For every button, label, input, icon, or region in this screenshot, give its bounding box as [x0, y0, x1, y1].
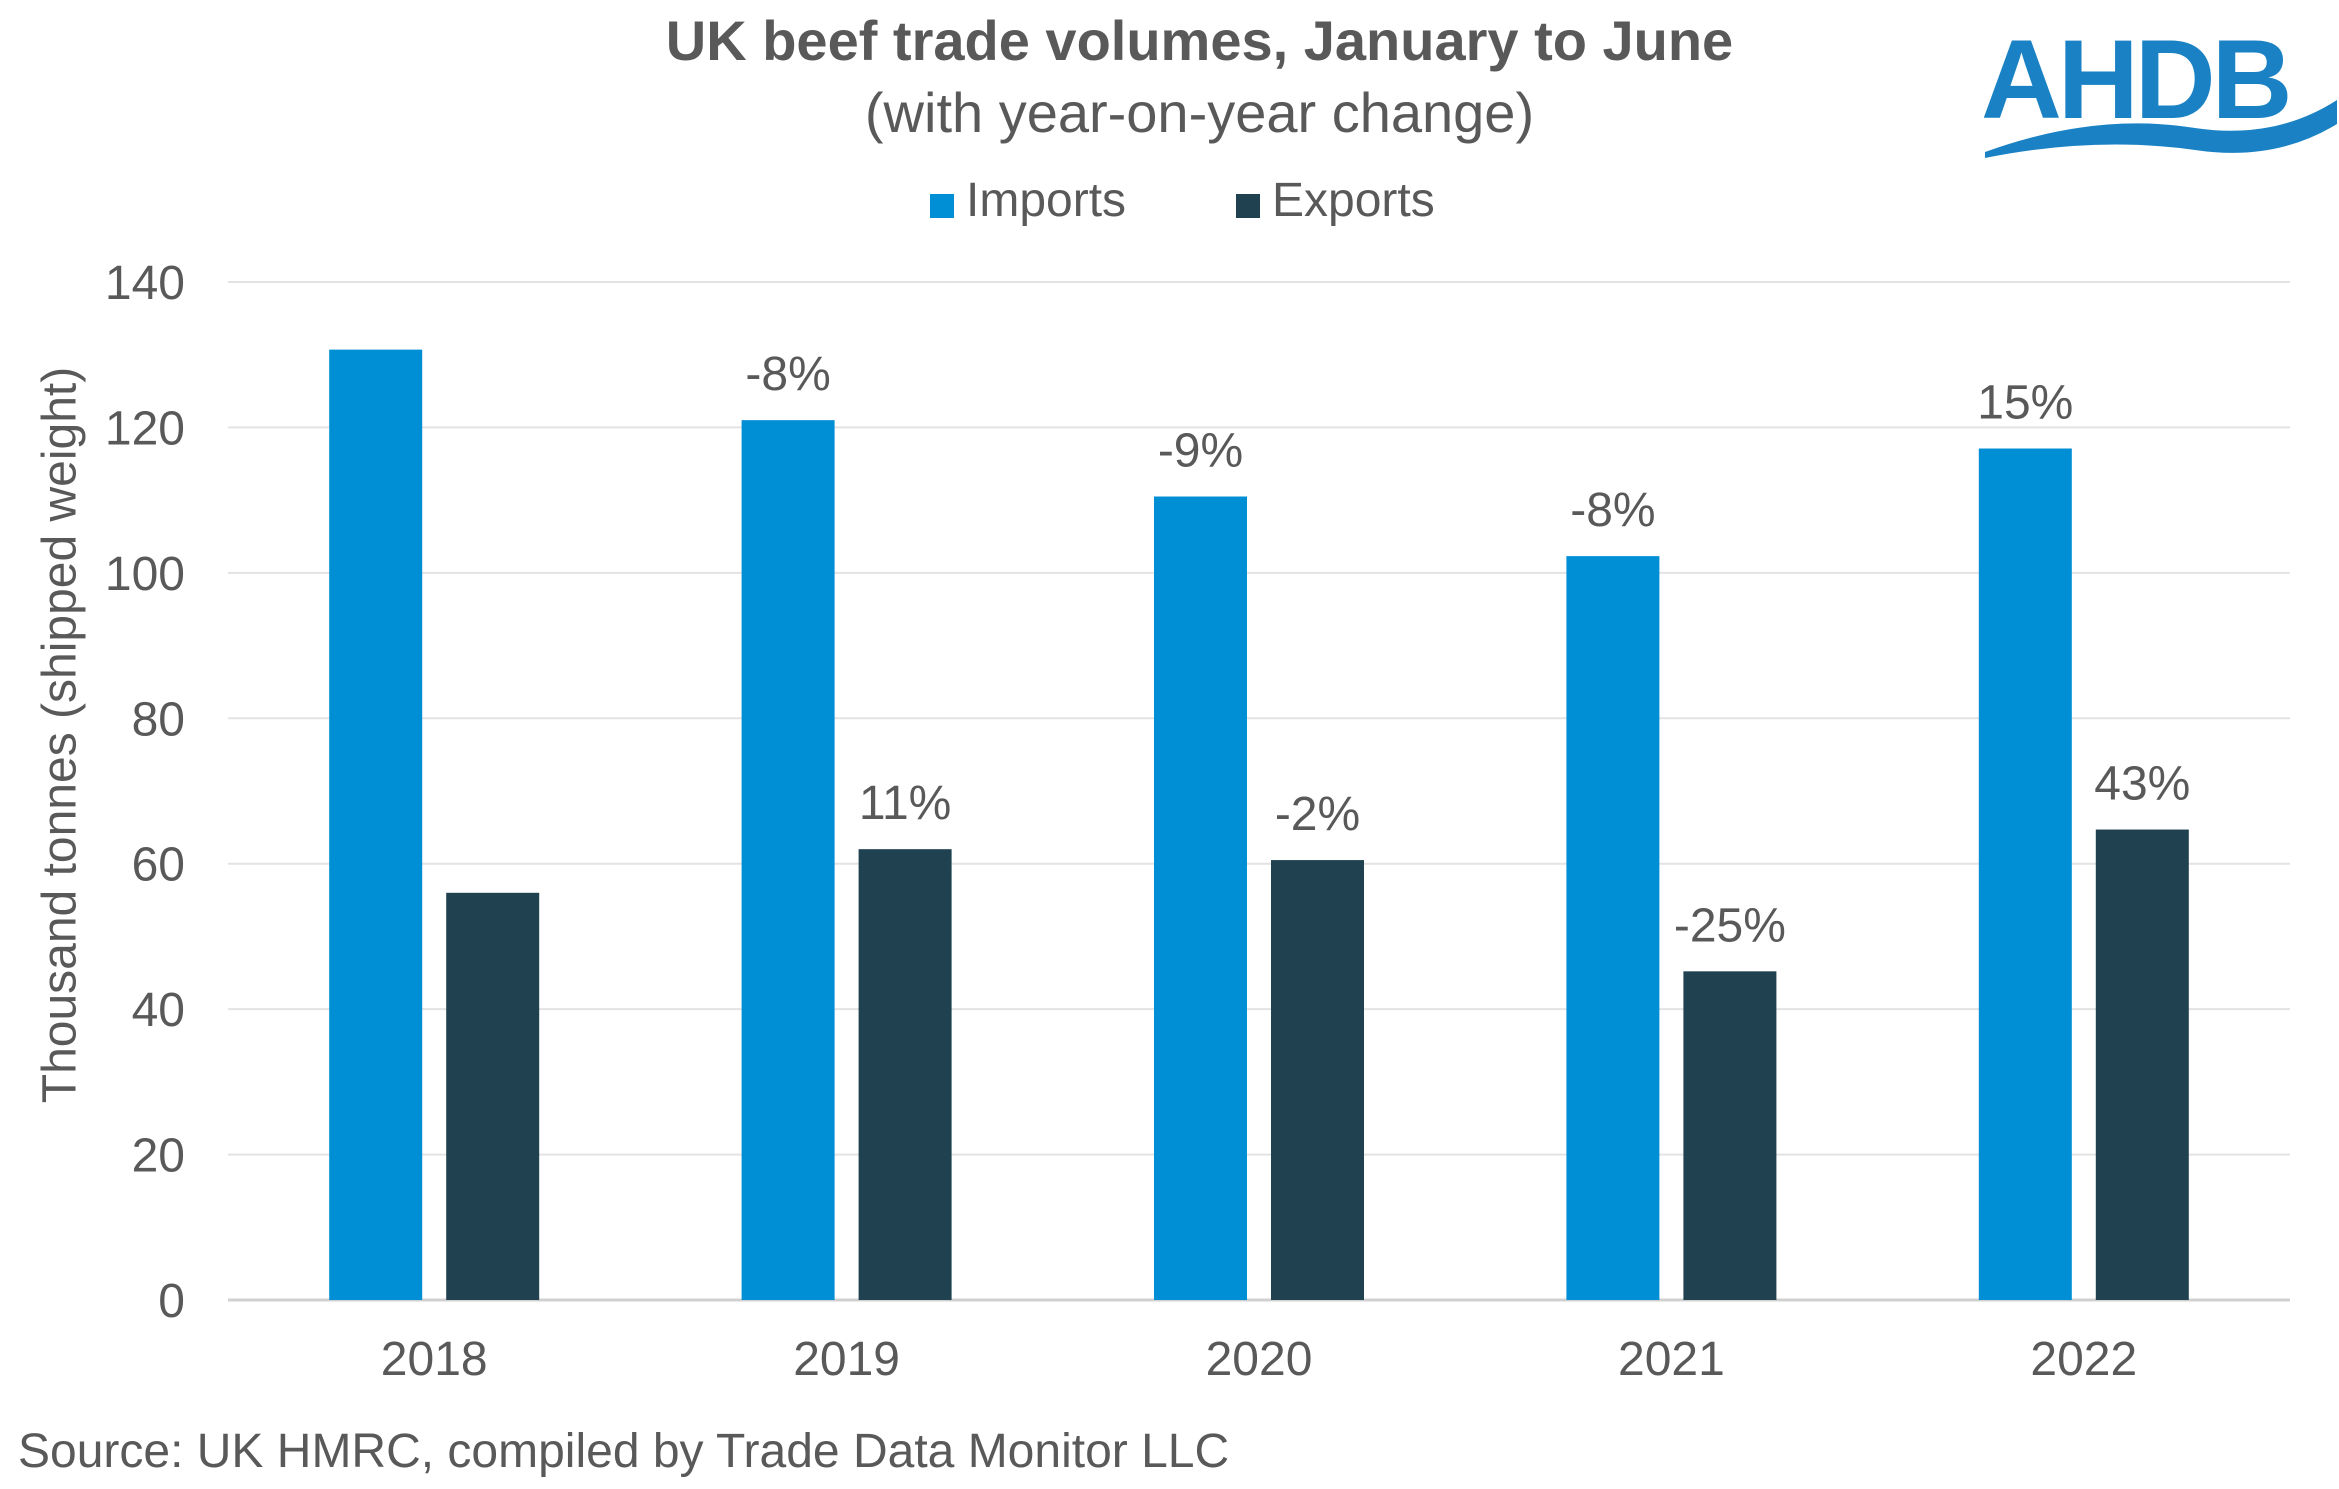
bar-exports-2018 [446, 892, 540, 1300]
x-tick-label: 2018 [381, 1333, 488, 1386]
data-label-imports-2020: -9% [1158, 425, 1243, 478]
svg-text:AHDB: AHDB [1981, 17, 2289, 142]
chart-subtitle: (with year-on-year change) [864, 81, 1535, 144]
y-tick-labels: 0 20 40 60 80 100 120 140 [105, 257, 185, 1328]
legend-label-exports: Exports [1272, 174, 1435, 227]
x-tick-label: 2022 [2030, 1333, 2137, 1386]
source-note: Source: UK HMRC, compiled by Trade Data … [18, 1425, 1230, 1478]
x-tick-label: 2019 [793, 1333, 900, 1386]
x-tick-label: 2021 [1618, 1333, 1725, 1386]
bar-labels: -8% 11% -9% -2% -8% -25% 15% 43% [745, 348, 2190, 952]
y-tick-label: 0 [158, 1275, 185, 1328]
data-label-exports-2020: -2% [1275, 788, 1360, 841]
y-tick-label: 60 [132, 839, 185, 892]
legend-label-imports: Imports [966, 174, 1126, 227]
chart-title: UK beef trade volumes, January to June [665, 9, 1734, 72]
data-label-exports-2022: 43% [2094, 758, 2190, 811]
bar-exports-2022 [2095, 829, 2189, 1300]
bar-exports-2019 [858, 849, 952, 1300]
data-label-exports-2019: 11% [859, 777, 952, 830]
data-label-imports-2019: -8% [745, 348, 830, 401]
bar-exports-2021 [1683, 971, 1777, 1300]
y-tick-label: 140 [105, 257, 185, 310]
bar-imports-2021 [1566, 556, 1660, 1300]
bar-imports-2020 [1154, 496, 1247, 1300]
data-label-imports-2022: 15% [1977, 377, 2073, 430]
bar-imports-2019 [741, 420, 835, 1301]
data-label-imports-2021: -8% [1570, 484, 1655, 537]
y-tick-label: 40 [132, 984, 185, 1037]
x-tick-labels: 2018 2019 2020 2021 2022 [381, 1333, 2137, 1386]
legend: Imports Exports [930, 174, 1435, 227]
x-tick-label: 2020 [1206, 1333, 1313, 1386]
data-label-exports-2021: -25% [1674, 899, 1786, 952]
bar-imports-2018 [329, 349, 423, 1301]
ahdb-logo: AHDB [1975, 0, 2339, 175]
y-tick-label: 120 [105, 402, 185, 455]
gridlines [228, 281, 2290, 1302]
bar-imports-2022 [1978, 448, 2072, 1300]
y-tick-label: 20 [132, 1130, 185, 1183]
legend-swatch-exports [1236, 194, 1260, 218]
y-tick-label: 100 [105, 548, 185, 601]
legend-swatch-imports [930, 194, 954, 218]
bars [329, 349, 2189, 1301]
y-tick-label: 80 [132, 693, 185, 746]
bar-exports-2020 [1271, 860, 1364, 1300]
